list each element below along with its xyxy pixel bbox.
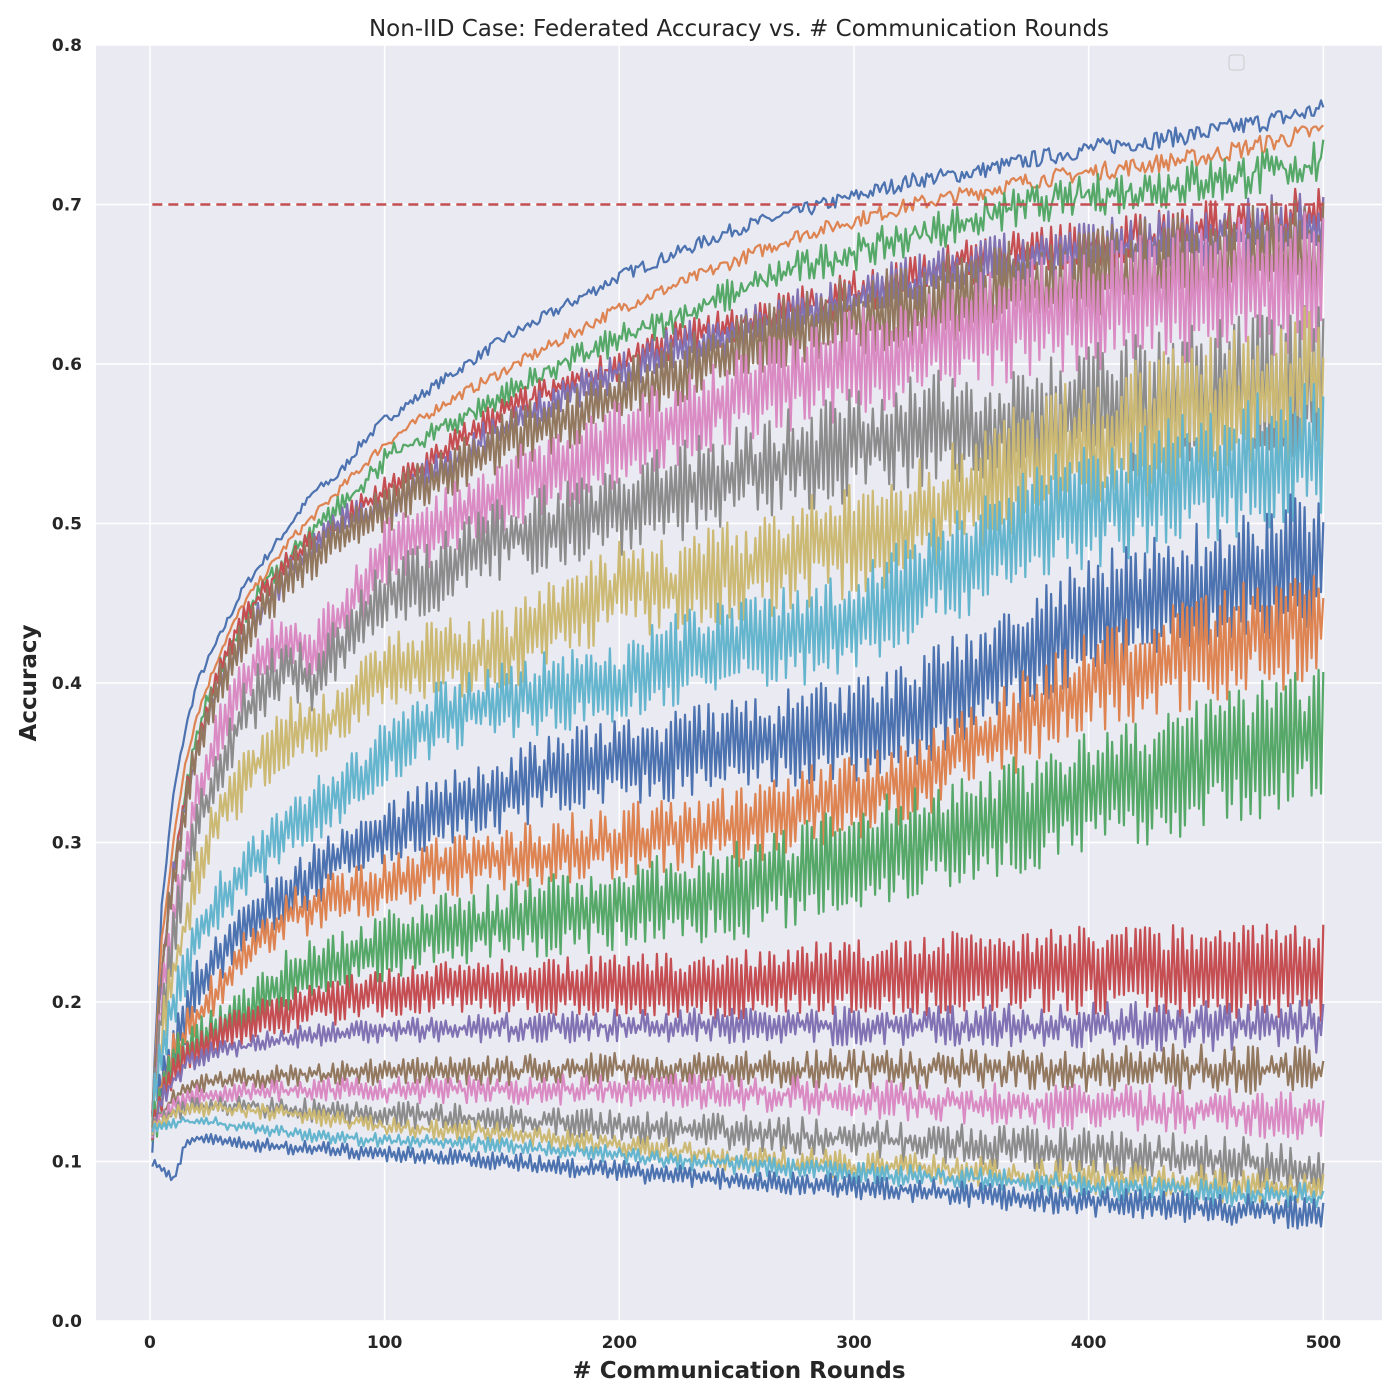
series-line	[151, 306, 1325, 1125]
x-tick-label: 500	[1306, 1333, 1342, 1353]
y-tick-label: 0.5	[52, 515, 82, 535]
series-line	[151, 383, 1325, 1139]
y-tick-label: 0.4	[52, 674, 82, 694]
series-line	[151, 1043, 1325, 1135]
x-axis-label: # Communication Rounds	[572, 1358, 905, 1384]
tick-labels: 0 100 200 300 400 500 0.0 0.1 0.2 0.3 0.4 0.5 0.6 0.7…	[52, 36, 1341, 1353]
series-layer	[151, 99, 1325, 1230]
y-axis-label: Accuracy	[16, 625, 42, 742]
y-tick-label: 0.2	[52, 993, 82, 1013]
series-line	[151, 575, 1325, 1133]
y-tick-label: 0.7	[52, 196, 82, 216]
series-line	[151, 923, 1325, 1141]
y-tick-label: 0.6	[52, 355, 82, 375]
series-line	[151, 211, 1325, 1132]
series-line	[151, 124, 1324, 1116]
series-line	[151, 99, 1325, 1118]
y-tick-label: 0.8	[52, 36, 82, 56]
series-line	[151, 999, 1325, 1134]
series-line	[151, 139, 1325, 1116]
x-tick-label: 0	[144, 1333, 156, 1353]
series-line	[151, 668, 1325, 1142]
chart-title: Non-IID Case: Federated Accuracy vs. # C…	[369, 16, 1109, 42]
legend-box	[1228, 54, 1245, 71]
series-line	[151, 1095, 1325, 1195]
x-tick-label: 400	[1071, 1333, 1107, 1353]
series-line	[151, 1133, 1325, 1230]
y-tick-label: 0.0	[52, 1312, 82, 1332]
x-tick-label: 200	[602, 1333, 638, 1353]
series-line	[151, 1116, 1325, 1209]
x-tick-label: 100	[367, 1333, 403, 1353]
series-line	[151, 1072, 1325, 1141]
y-tick-label: 0.3	[52, 834, 82, 854]
y-tick-label: 0.1	[52, 1153, 82, 1173]
x-tick-label: 300	[836, 1333, 872, 1353]
series-line	[151, 493, 1325, 1153]
